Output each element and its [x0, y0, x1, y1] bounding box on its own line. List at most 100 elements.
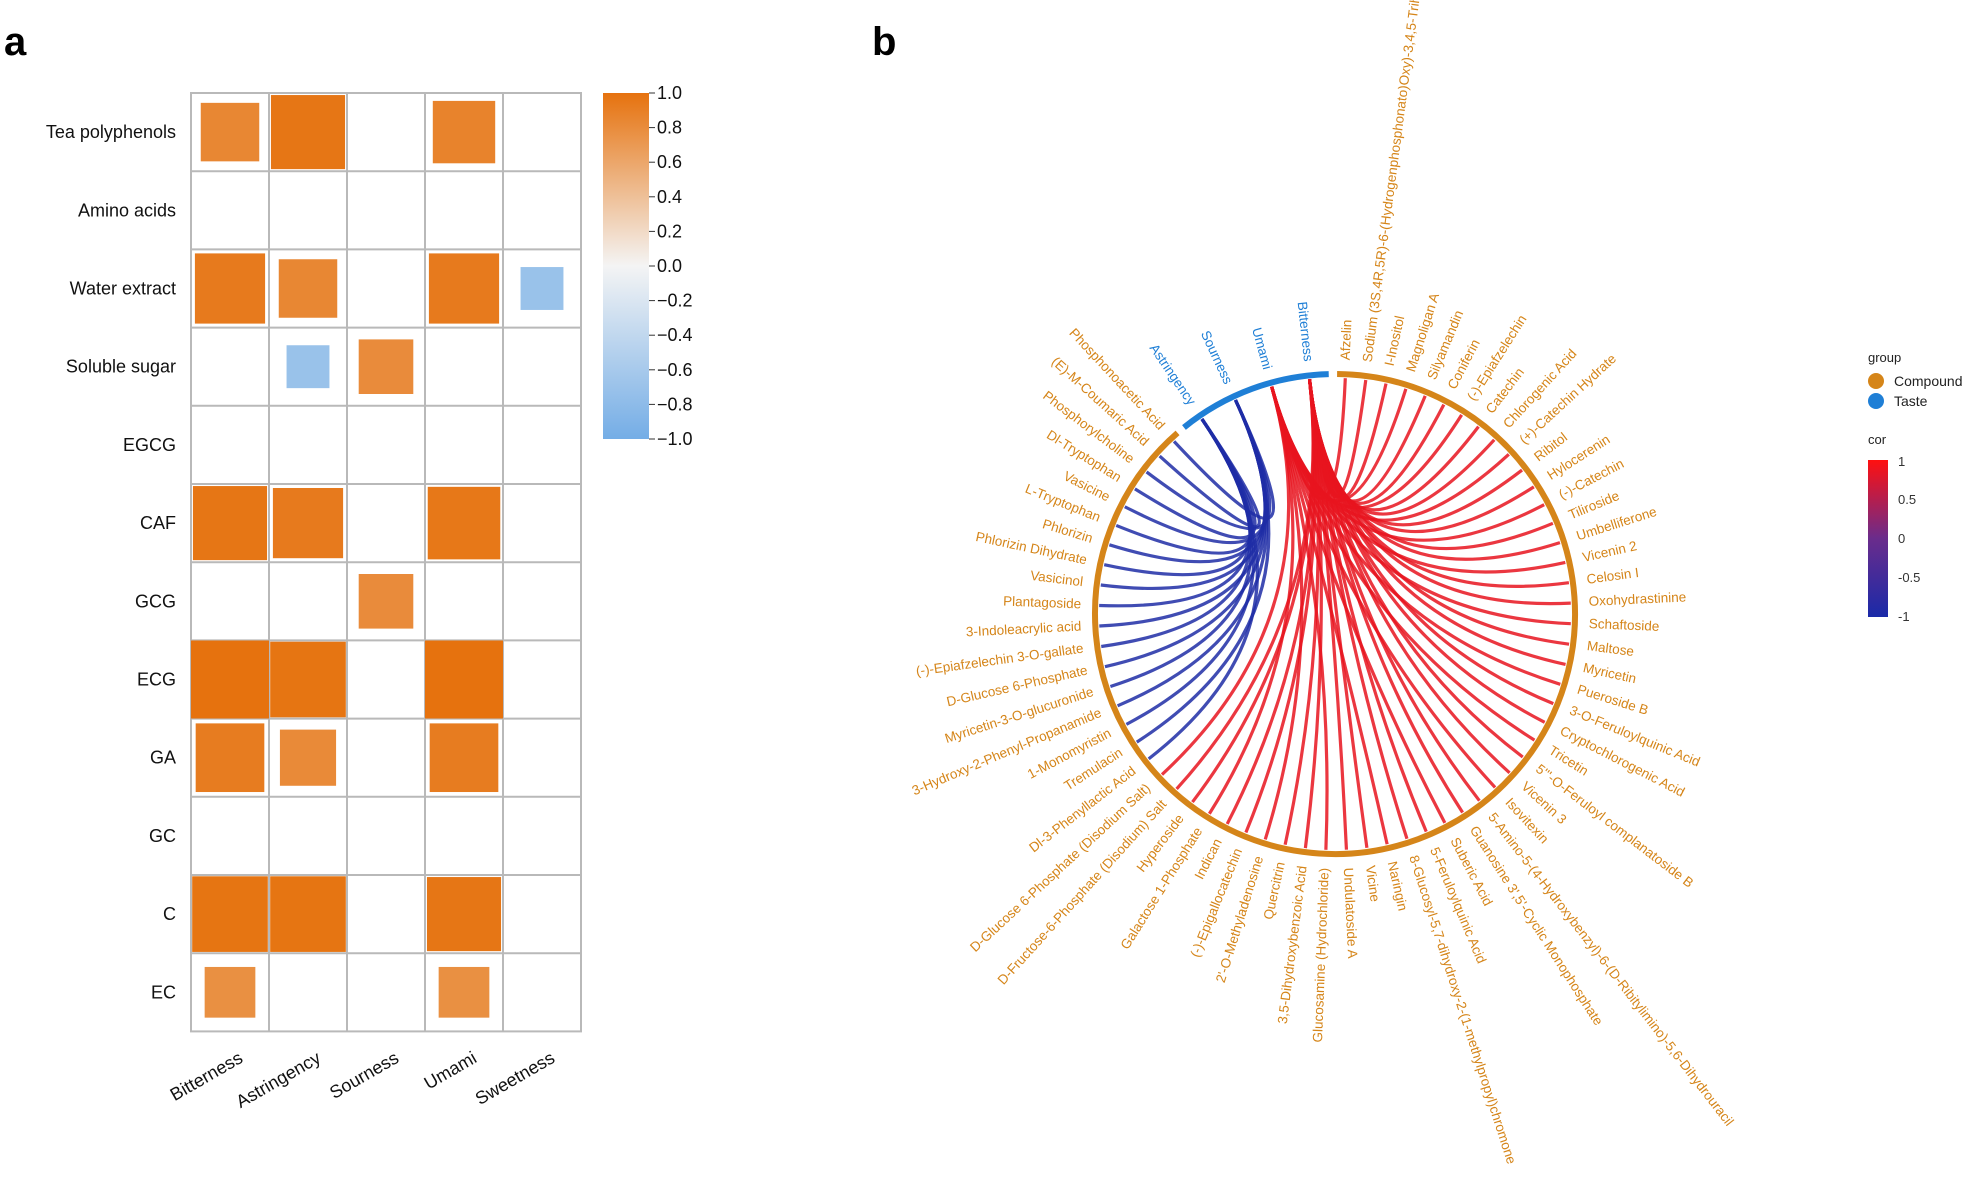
legend-group-title: group — [1868, 350, 1901, 365]
colorbar-tick-label: −0.4 — [657, 325, 693, 345]
compound-label: Naringin — [1385, 860, 1411, 912]
legend-compound-label: Compound — [1894, 373, 1963, 389]
heatmap-cell — [428, 253, 500, 324]
heatmap-row-label: GC — [149, 826, 176, 846]
heatmap-cell — [358, 339, 414, 394]
colorbar-tick-label: 0.0 — [657, 256, 682, 276]
chord-legend: group Compound Taste cor 1 0.5 0 -0.5 -1 — [1868, 350, 1963, 624]
heatmap-cell — [272, 488, 344, 559]
heatmap-cell — [191, 640, 269, 719]
compound-label: Undulatoside A — [1341, 867, 1360, 958]
compound-label: Afzelin — [1338, 319, 1355, 360]
taste-label: Astringency — [1147, 341, 1199, 408]
heatmap-column-label: Astringency — [233, 1048, 324, 1112]
panel-b-label: b — [872, 20, 896, 64]
colorbar-tick-label: 0.8 — [657, 118, 682, 138]
heatmap-cell — [270, 641, 346, 718]
heatmap-row-label: GA — [150, 748, 176, 768]
compound-label: Celosin I — [1586, 565, 1640, 587]
compound-label: Phlorizin — [1041, 516, 1095, 546]
colorbar-tick-label: 1.0 — [657, 83, 682, 103]
colorbar-gradient — [603, 93, 649, 439]
chord-diagram: Astringency Sourness Umami Bitterness Afzeli… — [910, 0, 1737, 1166]
heatmap-row-label: Soluble sugar — [66, 357, 176, 377]
heatmap-row-label: EGCG — [123, 435, 176, 455]
heatmap-row-label: ECG — [137, 670, 176, 690]
compound-label: Quercitrin — [1261, 860, 1288, 920]
heatmap-row-label: Tea polyphenols — [46, 122, 176, 142]
chord-link — [1175, 379, 1315, 791]
legend-taste-swatch — [1868, 393, 1884, 409]
compound-label: D-Fructose-6-Phosphate (Disodium) Salt — [995, 796, 1170, 987]
heatmap-cell — [425, 640, 503, 719]
chord-link — [1158, 418, 1261, 529]
compound-label: Vasicinol — [1029, 568, 1083, 589]
cor-tick-1: 1 — [1898, 454, 1905, 469]
heatmap-column-label: Sourness — [326, 1048, 402, 1103]
heatmap-cell — [204, 966, 256, 1018]
heatmap-row-label: GCG — [135, 591, 176, 611]
colorbar-tick-label: 0.4 — [657, 187, 682, 207]
compound-label: Schaftoside — [1589, 616, 1660, 634]
cor-tick-5: -1 — [1898, 609, 1910, 624]
heatmap-cell — [427, 486, 501, 560]
compound-label: 5-Amino-5-(4-Hydroxybenzyl)-6-(D-Ribityl… — [1485, 810, 1736, 1129]
taste-label: Bitterness — [1295, 301, 1316, 363]
heatmap-cell — [270, 876, 346, 952]
heatmap-cell — [429, 723, 499, 793]
compound-label: Vicenin 2 — [1581, 538, 1638, 565]
heatmap-cell — [286, 345, 330, 389]
compound-label: Oxohydrastinine — [1588, 589, 1686, 608]
heatmap-cell — [194, 253, 266, 324]
heatmap-cell — [195, 723, 265, 793]
cor-tick-3: 0 — [1898, 531, 1905, 546]
heatmap-cell — [358, 574, 414, 629]
heatmap-cell — [279, 729, 337, 786]
compound-label: Plantagoside — [1003, 594, 1082, 612]
heatmap-cell — [426, 877, 502, 952]
compound-label: Maltose — [1586, 638, 1635, 659]
compound-label: I-Inositol — [1382, 314, 1408, 367]
colorbar-tick-label: 0.6 — [657, 152, 682, 172]
heatmap-row-label: EC — [151, 982, 176, 1002]
heatmap-cell — [438, 966, 490, 1018]
panel-a-label: a — [4, 20, 27, 64]
colorbar-tick-label: 0.2 — [657, 221, 682, 241]
compound-arc — [1092, 371, 1578, 857]
heatmap-row-label: Water extract — [70, 279, 176, 299]
taste-label: Sourness — [1198, 328, 1236, 386]
compound-label: Glucosamine (Hydrochloride) — [1310, 867, 1332, 1042]
colorbar-tick-label: −0.6 — [657, 360, 693, 380]
heatmap-cell — [520, 267, 564, 310]
heatmap-cell — [192, 876, 268, 952]
taste-label: Umami — [1249, 326, 1275, 371]
heatmap-chart: Tea polyphenols Amino acids Water extract S… — [46, 92, 582, 1112]
colorbar-tick-label: −1.0 — [657, 429, 693, 449]
compound-label: Myricetin — [1582, 660, 1638, 686]
heatmap-row-label: CAF — [140, 513, 176, 533]
heatmap-cell — [200, 102, 260, 162]
legend-cor-title: cor — [1868, 432, 1887, 447]
heatmap-column-label: Sweetness — [472, 1048, 558, 1109]
cor-tick-4: -0.5 — [1898, 570, 1920, 585]
compound-label: 3-Indoleacrylic acid — [965, 619, 1081, 640]
legend-compound-swatch — [1868, 373, 1884, 389]
taste-arc — [1182, 371, 1329, 430]
chord-link — [1172, 399, 1276, 520]
compound-label: D-Glucose 6-Phosphate (Disodium Salt) — [967, 781, 1153, 955]
colorbar-tick-label: −0.2 — [657, 291, 693, 311]
heatmap-colorbar: 1.0 0.8 0.6 0.4 0.2 0.0 −0.2 −0.4 −0.6 −0.8 −1.0 — [603, 83, 693, 449]
heatmap-row-label: Amino acids — [78, 200, 176, 220]
colorbar-tick-label: −0.8 — [657, 394, 693, 414]
heatmap-cell — [270, 95, 346, 170]
heatmap-row-label: C — [163, 904, 176, 924]
cor-colorbar — [1868, 460, 1888, 617]
heatmap-cell — [278, 259, 338, 318]
legend-taste-label: Taste — [1894, 393, 1928, 409]
cor-tick-2: 0.5 — [1898, 492, 1916, 507]
compound-label: Vicine — [1363, 865, 1383, 903]
heatmap-column-label: Umami — [421, 1048, 480, 1094]
heatmap-cell — [192, 486, 268, 561]
compound-label: Sodium (3S,4R,5R)-6-(Hydrogenphosphonato… — [1360, 0, 1457, 363]
heatmap-cell — [432, 100, 496, 164]
